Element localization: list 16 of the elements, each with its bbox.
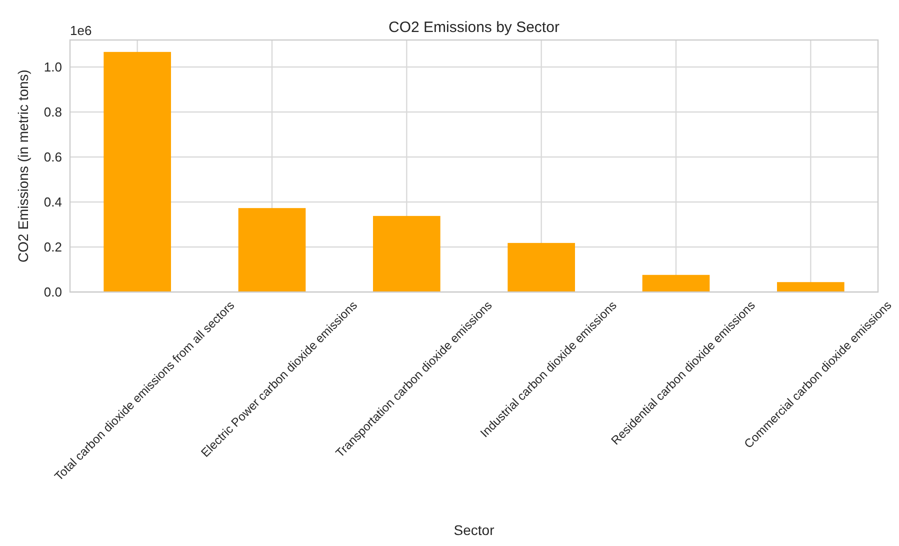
y-tick-label: 0.0 (44, 284, 62, 300)
text: 1e6 (70, 23, 92, 38)
bar (508, 242, 575, 292)
y-tick-label: 0.8 (44, 104, 62, 120)
bar (777, 282, 844, 292)
y-tick-label: 0.6 (44, 150, 62, 165)
bar (104, 52, 171, 292)
y-tick-label: 1.0 (44, 60, 62, 75)
y-tick-label: 0.2 (44, 240, 62, 255)
y-tick-label: 0.4 (44, 194, 62, 210)
bar (642, 274, 710, 292)
bar (238, 208, 306, 292)
chart-title: CO2 Emissions by Sector (388, 19, 560, 36)
bar (373, 216, 440, 292)
x-axis-title: Sector (454, 522, 495, 538)
y-axis-title: CO2 Emissions (in metric tons) (15, 70, 31, 262)
